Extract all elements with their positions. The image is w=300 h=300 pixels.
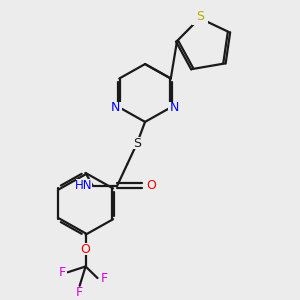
Text: F: F [76,286,83,299]
Text: S: S [133,136,141,150]
Bar [168,102,182,113]
Bar [130,137,144,149]
Bar [79,243,92,255]
Text: N: N [170,101,179,114]
Text: O: O [146,179,156,192]
Bar [108,102,122,113]
Bar [100,273,110,283]
Bar [192,11,208,25]
Text: N: N [111,101,120,114]
Bar [57,267,67,278]
Text: HN: HN [75,179,92,192]
Bar [145,179,158,192]
Bar [75,287,85,298]
Text: F: F [58,266,65,279]
Text: O: O [81,243,91,256]
Bar [76,179,91,192]
Text: S: S [196,10,204,23]
Text: F: F [101,272,108,284]
